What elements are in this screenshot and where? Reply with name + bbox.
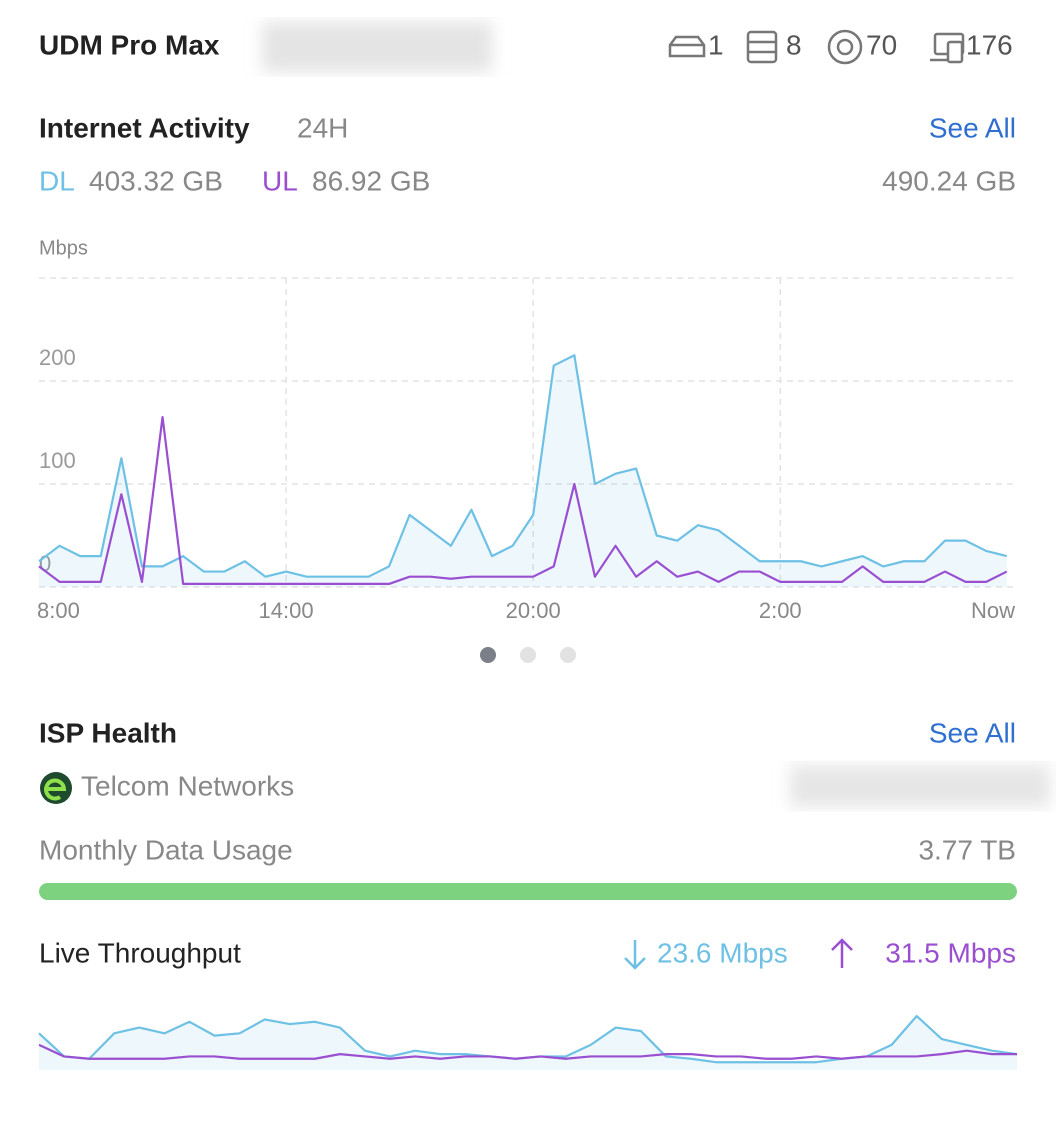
- device-title: UDM Pro Max: [39, 29, 220, 60]
- section-title: Internet Activity: [39, 112, 250, 143]
- provider: Telcom Networks: [81, 770, 294, 801]
- series-line: [38, 354, 1008, 578]
- x-tick-label: 2:00: [759, 598, 802, 623]
- live-chart: [38, 1014, 1018, 1070]
- stat-value: 176: [966, 29, 1013, 60]
- x-tick-label: 8:00: [37, 598, 80, 623]
- series-area: [39, 355, 1007, 587]
- y-axis-label: Mbps: [39, 237, 88, 259]
- legend-ul: UL: [262, 165, 298, 196]
- live-label: Live Throughput: [39, 937, 241, 968]
- see-all[interactable]: See All: [929, 717, 1016, 748]
- series-line: [38, 415, 1008, 586]
- x-tick-label: 14:00: [259, 598, 314, 623]
- series-line: [38, 1043, 1017, 1060]
- total: 490.24 GB: [882, 165, 1016, 196]
- page-dot[interactable]: [560, 647, 576, 663]
- section-title: ISP Health: [39, 717, 177, 748]
- stat-value: 70: [866, 29, 897, 60]
- provider-logo: [40, 772, 72, 804]
- page-dot[interactable]: [480, 647, 496, 663]
- see-all[interactable]: See All: [929, 112, 1016, 143]
- ul-total: 86.92 GB: [312, 165, 430, 196]
- stat-value: 8: [786, 29, 802, 60]
- x-tick-label: 20:00: [506, 598, 561, 623]
- download-rate: 23.6 Mbps: [657, 937, 788, 968]
- upload-arrow: [831, 938, 853, 968]
- stat-value: 1: [708, 29, 724, 60]
- blurred-info: [790, 765, 1050, 807]
- page-dot[interactable]: [520, 647, 536, 663]
- download-arrow: [624, 940, 646, 970]
- series-area: [39, 1016, 1017, 1070]
- legend-dl: DL: [39, 165, 75, 196]
- y-tick-label: 100: [39, 448, 76, 473]
- usage-value: 3.77 TB: [918, 834, 1016, 865]
- upload-rate: 31.5 Mbps: [885, 937, 1016, 968]
- period: 24H: [297, 112, 348, 143]
- dl-total: 403.32 GB: [89, 165, 223, 196]
- blurred-info: [262, 22, 492, 72]
- usage-label: Monthly Data Usage: [39, 834, 293, 865]
- y-tick-label: 200: [39, 345, 76, 370]
- usage-bar: [39, 883, 1017, 900]
- x-tick-label: Now: [971, 598, 1015, 623]
- stat-icons: [668, 29, 965, 65]
